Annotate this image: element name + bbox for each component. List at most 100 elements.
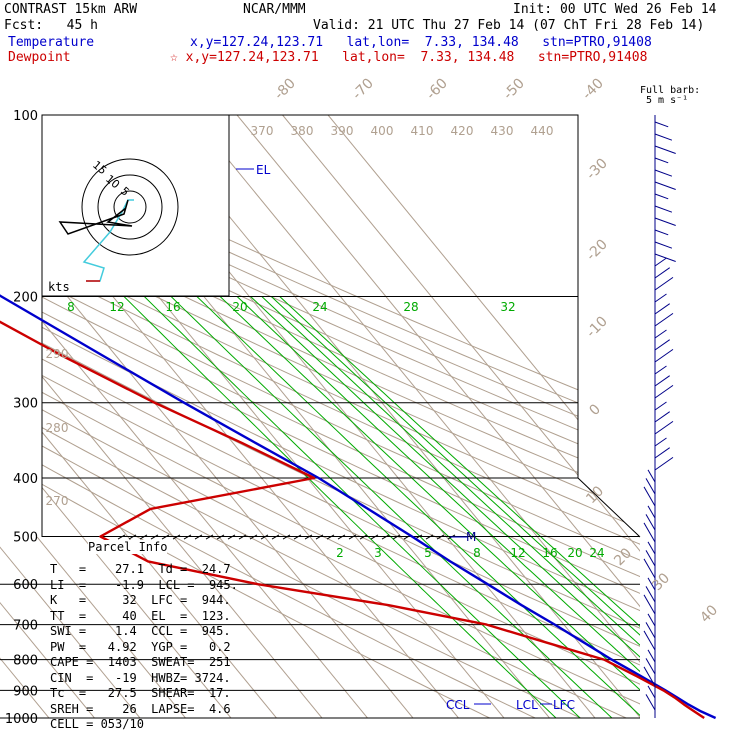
wind-barb	[645, 586, 656, 603]
theta-label: 390	[331, 124, 354, 138]
freezing-hatch	[282, 534, 291, 540]
freezing-hatch	[293, 534, 302, 540]
model-title: CONTRAST 15km ARW	[4, 2, 138, 17]
wind-barb	[645, 514, 656, 531]
wind-barb	[654, 229, 669, 236]
mixing-ratio-label: 16	[542, 546, 557, 560]
freezing-hatch	[359, 534, 368, 540]
pressure-tick-label: 400	[13, 472, 38, 487]
freezing-hatch	[227, 534, 236, 540]
dry-adiabat-line	[0, 115, 640, 718]
isotherm-line	[191, 115, 640, 718]
dry-adiabat-line	[0, 115, 640, 718]
freezing-hatch	[194, 534, 203, 540]
parcel-info-row: LI = -1.9 LCL = 945.	[50, 577, 238, 592]
wind-barb	[647, 649, 656, 663]
freezing-hatch	[337, 534, 346, 540]
wind-barb	[654, 339, 670, 351]
wind-barb	[654, 193, 669, 200]
el-label: EL	[256, 163, 271, 177]
freezing-hatch	[117, 534, 126, 540]
dry-adiabat-line	[0, 115, 640, 718]
freezing-hatch	[183, 534, 192, 540]
wind-barb	[654, 384, 674, 399]
hodograph-units: kts	[48, 280, 70, 294]
isotherm-label: -50	[500, 75, 527, 102]
theta-label: 380	[291, 124, 314, 138]
freezing-hatch	[315, 534, 324, 540]
wind-barb	[654, 276, 674, 291]
mixing-ratio-label: 20	[232, 300, 247, 314]
wind-barb	[654, 365, 667, 375]
isotherm-label: 0	[586, 401, 604, 419]
forecast-hour: Fcst: 45 h	[4, 18, 98, 33]
dry-adiabat-line	[0, 115, 640, 718]
dry-adiabat-line	[0, 115, 640, 718]
pressure-tick-label: 600	[13, 578, 38, 593]
wind-barb	[647, 577, 656, 591]
freezing-hatch	[161, 534, 170, 540]
hodograph-ring	[113, 190, 147, 224]
hodograph-ring	[97, 174, 163, 240]
pressure-tick-label: 900	[13, 684, 38, 699]
parcel-info-row: PW = 4.92 YGP = 0.2	[50, 639, 231, 654]
theta-label: 440	[531, 124, 554, 138]
legend-temperature: Temperature	[8, 35, 95, 50]
isotherm-line	[0, 115, 197, 718]
wind-barb	[647, 613, 656, 627]
wind-barb	[654, 241, 673, 249]
freezing-hatch	[436, 534, 445, 540]
hodograph-box	[41, 114, 230, 297]
wind-barb	[654, 329, 667, 339]
mixing-ratio-line	[270, 296, 640, 718]
dry-adiabat-line	[0, 115, 640, 718]
dry-adiabat-line	[0, 115, 640, 718]
isotherm-line	[145, 115, 640, 718]
wind-barb	[643, 630, 656, 651]
dry-adiabat-line	[0, 115, 640, 718]
wind-barb	[654, 133, 673, 141]
barb-scale-note: Full barb: 5 m s⁻¹	[640, 85, 701, 106]
mixing-ratio-label: 3	[374, 546, 382, 560]
wind-barb	[645, 550, 656, 567]
isotherm-label: -20	[583, 236, 610, 263]
wind-barb	[654, 205, 673, 213]
dry-adiabat-line	[0, 115, 640, 718]
pressure-tick-label: 300	[13, 397, 38, 412]
mixing-ratio-label: 12	[510, 546, 525, 560]
theta-label: 410	[411, 124, 434, 138]
wind-barb	[654, 181, 676, 190]
dry-adiabat-line	[0, 115, 640, 718]
parcel-info-row: SREH = 26 LAPSE= 4.6	[50, 701, 231, 716]
isotherm-label: -60	[423, 75, 450, 102]
wind-barb	[654, 121, 669, 128]
pressure-tick-label: 800	[13, 654, 38, 669]
freezing-hatch	[271, 534, 280, 540]
pressure-tick-label: 100	[13, 109, 38, 124]
freezing-hatch	[304, 534, 313, 540]
parcel-info-row: K = 32 LFC = 944.	[50, 593, 231, 607]
legend-dewpoint-info: ☆ x,y=127.24,123.71 lat,lon= 7.33, 134.4…	[170, 50, 648, 65]
isotherm-line	[0, 115, 106, 718]
wind-barb	[654, 456, 674, 471]
isotherm-line	[0, 115, 242, 718]
legend-temperature-info: x,y=127.24,123.71 lat,lon= 7.33, 134.48 …	[190, 35, 652, 50]
wind-barb	[647, 469, 656, 483]
temperature-profile	[0, 294, 717, 720]
wind-barb	[654, 267, 670, 279]
dry-adiabat-line	[0, 115, 640, 718]
freezing-hatch	[150, 534, 159, 540]
dry-adiabat-line	[0, 115, 640, 718]
wind-barb	[643, 558, 656, 579]
mixing-ratio-line	[143, 296, 594, 718]
theta-label: 370	[251, 124, 274, 138]
mixing-ratio-label: 20	[567, 546, 582, 560]
wind-barb	[647, 541, 656, 555]
wind-barb	[645, 478, 656, 495]
isotherm-label: -70	[349, 75, 376, 102]
pressure-tick-label: 700	[13, 619, 38, 634]
wind-barb	[654, 253, 676, 262]
freezing-hatch	[260, 534, 269, 540]
freezing-hatch	[370, 534, 379, 540]
